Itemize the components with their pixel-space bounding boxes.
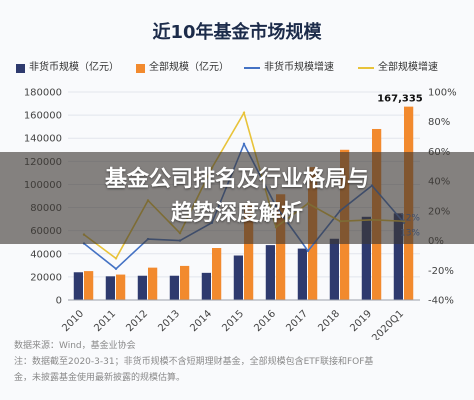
- y2-tick-label: 100%: [428, 88, 457, 99]
- x-tick-label: 2010: [60, 308, 86, 334]
- footnote-note: 注：数据截至2020-3-31；非货币规模不含短期理财基金，全部规模包含ETF联…: [14, 357, 374, 367]
- chart-title: 近10年基金市场规模: [152, 22, 322, 43]
- legend-label: 非货币规模（亿元）: [29, 62, 119, 73]
- bar-total-size: [244, 202, 254, 300]
- bar-noncurrency-size: [329, 238, 339, 300]
- legend-line-noncurrency-growth: [244, 67, 260, 69]
- y2-tick-label: -40%: [428, 296, 454, 307]
- overlay-line-2: 趋势深度解析: [170, 201, 303, 226]
- x-tick-label: 2013: [156, 308, 182, 334]
- bar-noncurrency-size: [361, 216, 371, 300]
- legend-label: 非货币规模增速: [264, 62, 334, 73]
- bar-noncurrency-size: [201, 272, 211, 300]
- y2-tick-label: -20%: [428, 266, 454, 277]
- overlay-line-1: 基金公司排名及行业格局与: [104, 167, 369, 192]
- bar-total-size: [276, 194, 286, 300]
- overlay-headline: 基金公司排名及行业格局与 趋势深度解析: [0, 163, 474, 231]
- line-point: [114, 257, 118, 260]
- bar-total-size: [212, 248, 222, 300]
- title-overlay-banner: [0, 152, 474, 244]
- y-tick-label: 160000: [24, 111, 62, 122]
- y-tick-label: 0: [56, 296, 62, 307]
- x-tick-label: 2011: [92, 308, 118, 334]
- x-tick-label: 2018: [316, 308, 342, 334]
- line-point: [242, 142, 246, 146]
- bar-noncurrency-size: [265, 245, 275, 300]
- y-tick-label: 180000: [24, 88, 62, 99]
- line-point: [114, 267, 118, 270]
- x-tick-label: 2012: [124, 308, 150, 334]
- legend-label: 全部规模（亿元）: [149, 62, 229, 73]
- line-point: [242, 111, 246, 115]
- bar-total-size: [180, 265, 190, 300]
- data-label-total: 167,335: [377, 94, 423, 105]
- bar-total-size: [84, 271, 94, 300]
- y-tick-label: 40000: [30, 249, 62, 260]
- x-tick-label: 2020Q1: [370, 308, 406, 340]
- bar-noncurrency-size: [73, 272, 83, 300]
- x-tick-label: 2014: [188, 308, 214, 334]
- x-tick-label: 2015: [220, 308, 246, 334]
- legend-label: 全部规模增速: [378, 62, 438, 73]
- legend-swatch-total-size: [136, 64, 145, 73]
- y-tick-label: 140000: [24, 134, 62, 145]
- bar-noncurrency-size: [393, 213, 403, 300]
- y-tick-label: 20000: [30, 272, 62, 283]
- bar-noncurrency-size: [137, 275, 147, 300]
- bar-noncurrency-size: [169, 275, 179, 300]
- legend-line-total-growth: [358, 67, 374, 69]
- x-tick-label: 2017: [284, 308, 310, 334]
- y2-tick-label: 80%: [428, 117, 450, 128]
- footnote-note-cont: 金，未披露基金使用最新披露的规模估算。: [14, 373, 186, 383]
- line-point: [306, 249, 310, 253]
- legend-swatch-noncurrency-size: [16, 64, 25, 73]
- chart-legend: 非货币规模（亿元） 全部规模（亿元） 非货币规模增速 全部规模增速: [12, 60, 462, 76]
- x-tick-label: 2019: [348, 308, 374, 334]
- bar-total-size: [148, 267, 158, 300]
- chart-footnote: 数据来源：Wind，基金业协会 注：数据截至2020-3-31；非货币规模不含短…: [14, 338, 464, 386]
- footnote-source: 数据来源：Wind，基金业协会: [14, 341, 136, 351]
- bar-total-size: [116, 274, 126, 300]
- x-tick-label: 2016: [252, 308, 278, 334]
- bar-noncurrency-size: [233, 255, 243, 300]
- bar-noncurrency-size: [297, 248, 307, 300]
- bar-noncurrency-size: [105, 276, 115, 300]
